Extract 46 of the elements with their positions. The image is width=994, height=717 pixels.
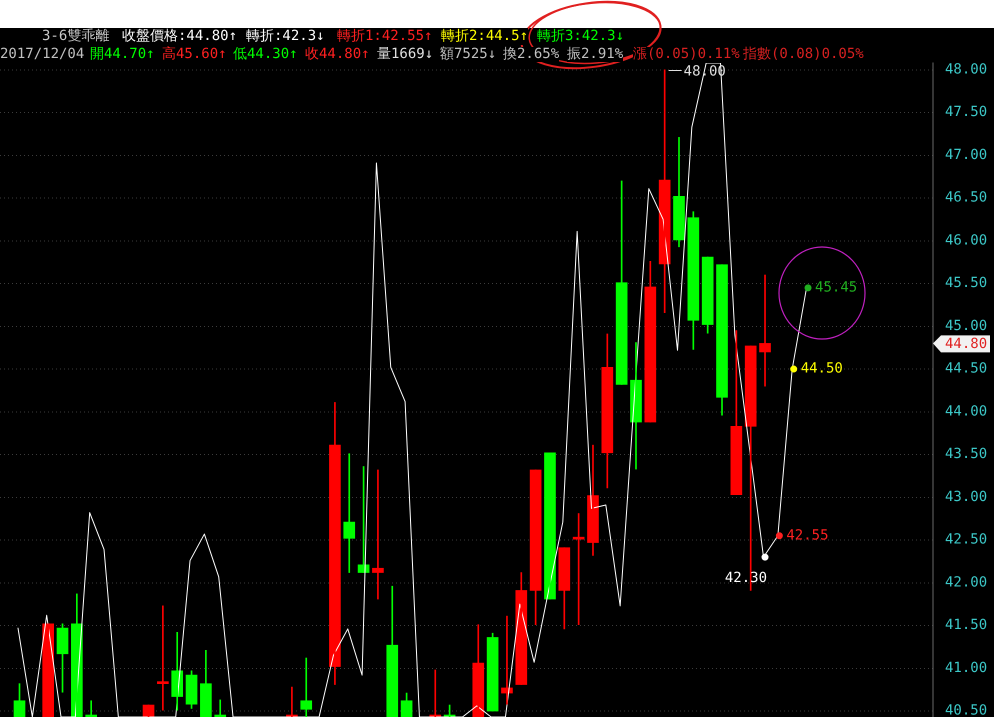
chart-title: 3-6雙乖離 (42, 28, 110, 45)
candlestick (544, 452, 556, 600)
y-tick-label: 48.00 (945, 61, 988, 78)
text: 收盤價格:44.80↑ (122, 28, 238, 45)
candlestick (42, 623, 54, 717)
data-label: 42.55 (786, 527, 829, 544)
point (790, 366, 798, 373)
text: 低44.30↑ (233, 46, 298, 62)
candlestick (85, 700, 98, 717)
y-tick-label: 40.50 (945, 702, 988, 717)
text: 2017/12/04 (0, 46, 84, 62)
text: 轉折1:42.55↑ (337, 28, 432, 45)
y-tick-label: 45.00 (945, 318, 988, 334)
data-label: 44.50 (800, 360, 843, 377)
y-tick-label: 44.50 (945, 360, 988, 377)
text: 轉折3:42.3↓ (537, 28, 624, 45)
y-tick-label: 47.50 (945, 104, 988, 120)
point (776, 532, 783, 540)
text: 指數(0.08)0.05% (743, 46, 864, 62)
text: 漲(0.05)0.11% (633, 46, 740, 62)
point (762, 554, 769, 561)
text: 高45.60↑ (162, 46, 227, 62)
point (804, 284, 812, 292)
data-label: 45.45 (815, 279, 858, 296)
y-tick-label: 47.00 (945, 146, 988, 163)
y-tick-label: 41.00 (945, 660, 988, 676)
y-tick-label: 46.50 (945, 190, 988, 206)
text: 轉折2:44.5↑ (441, 28, 528, 45)
text: 轉折:42.3↓ (246, 28, 325, 45)
text: 量1669↓ (377, 46, 434, 62)
y-tick-label: 44.00 (945, 403, 988, 420)
text: 振2.91% (567, 46, 624, 62)
y-tick-label: 45.50 (945, 275, 988, 292)
candlestick (214, 700, 226, 717)
text: 換2.65% (503, 46, 560, 62)
text: 開44.70↑ (90, 46, 155, 62)
text: 收44.80↑ (305, 46, 370, 62)
y-tick-label: 43.50 (945, 446, 988, 462)
text: 額7525↓ (440, 46, 496, 62)
y-tick-label: 42.50 (945, 532, 988, 548)
text: 44.80 (945, 336, 988, 352)
y-tick-label: 46.00 (945, 232, 988, 248)
y-tick-label: 41.50 (945, 617, 988, 634)
candlestick (142, 704, 154, 717)
y-tick-label: 42.00 (945, 574, 988, 590)
y-tick-label: 43.00 (945, 488, 988, 505)
